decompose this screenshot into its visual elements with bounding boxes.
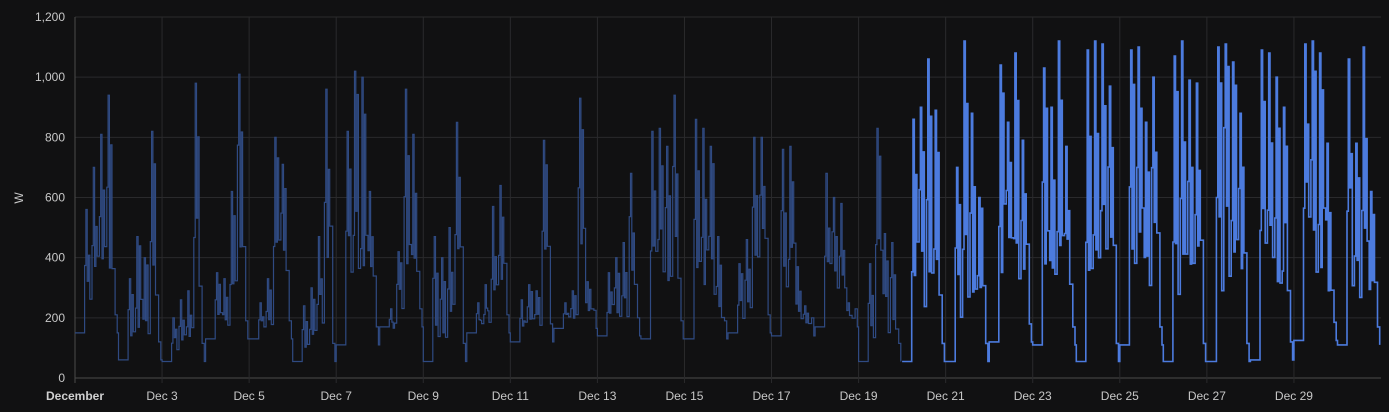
series-line-0 xyxy=(75,70,902,363)
x-tick-label: Dec 17 xyxy=(753,389,791,403)
x-tick-label: Dec 29 xyxy=(1275,389,1313,403)
y-tick-label: 200 xyxy=(45,311,65,325)
x-tick-label: Dec 15 xyxy=(665,389,703,403)
x-tick-label: Dec 21 xyxy=(927,389,965,403)
series xyxy=(75,40,1381,363)
y-tick-label: 1,000 xyxy=(35,70,65,84)
y-tick-label: 400 xyxy=(45,251,65,265)
grid xyxy=(74,16,1381,383)
y-tick-label: 600 xyxy=(45,191,65,205)
y-tick-label: 800 xyxy=(45,130,65,144)
y-tick-label: 0 xyxy=(58,371,65,385)
series-line-1 xyxy=(902,40,1381,363)
x-tick-label: Dec 27 xyxy=(1188,389,1226,403)
x-tick-label: Dec 13 xyxy=(578,389,616,403)
x-tick-label: Dec 23 xyxy=(1014,389,1052,403)
x-tick-label: Dec 3 xyxy=(146,389,178,403)
x-tick-label: Dec 11 xyxy=(492,389,529,403)
x-axis: December Dec 3 Dec 5 Dec 7 Dec 9 Dec 11 Dec 13… xyxy=(46,389,1313,403)
y-axis-title: W xyxy=(12,192,26,204)
y-axis: 0 200 400 600 800 1,000 1,200 xyxy=(35,10,65,385)
x-tick-label: Dec 19 xyxy=(840,389,878,403)
x-tick-label: December xyxy=(46,389,104,403)
x-tick-label: Dec 25 xyxy=(1101,389,1139,403)
x-tick-label: Dec 5 xyxy=(233,389,265,403)
x-tick-label: Dec 7 xyxy=(321,389,353,403)
x-tick-label: Dec 9 xyxy=(408,389,440,403)
y-tick-label: 1,200 xyxy=(35,10,65,24)
